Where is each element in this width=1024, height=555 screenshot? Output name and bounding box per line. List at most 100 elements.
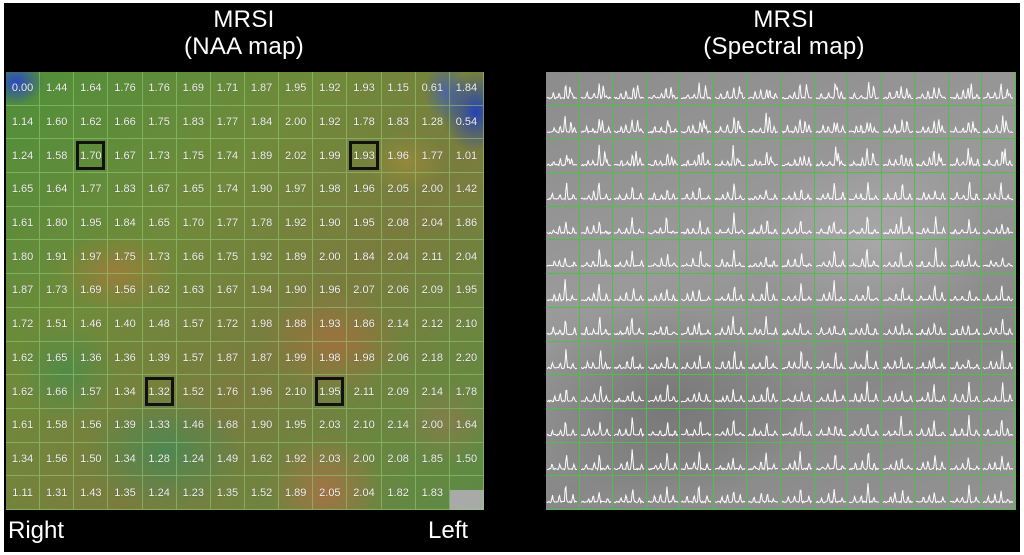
spectral-map-image <box>546 72 1016 510</box>
voxel-value: 2.00 <box>415 173 450 207</box>
spectrum-trace <box>546 279 578 303</box>
spectrum-cell <box>982 442 1016 477</box>
spectrum-line <box>748 386 779 403</box>
spectrum-trace <box>949 485 981 504</box>
spectrum-trace <box>714 389 746 403</box>
spectrum-line <box>580 421 611 437</box>
spectrum-trace <box>546 221 578 235</box>
spectrum-line <box>613 85 645 100</box>
spectrum-line <box>882 356 914 370</box>
spectrum-line <box>647 486 679 504</box>
spectrum-trace <box>714 86 746 100</box>
voxel-value: 2.06 <box>381 341 416 376</box>
voxel-value: 1.86 <box>347 307 382 342</box>
spectrum-line <box>983 115 1014 134</box>
spectrum-trace <box>949 120 981 134</box>
voxel-value: 2.11 <box>415 240 450 275</box>
naa-map-image: 0.00 1.44 1.64 1.76 1.76 1.69 1.71 1.87 1.95 1.92… <box>6 72 484 510</box>
voxel-value: 1.77 <box>210 206 245 241</box>
spectrum-line <box>714 316 745 336</box>
spectrum-line <box>614 119 645 134</box>
voxel-value: 2.10 <box>279 375 314 409</box>
spectrum-line <box>546 454 578 471</box>
voxel-value: 1.95 <box>279 72 314 106</box>
spectrum-cell <box>881 105 916 140</box>
spectrum-trace <box>882 390 913 403</box>
spectrum-cell <box>646 307 681 342</box>
spectrum-trace <box>681 421 712 437</box>
voxel-value: 2.04 <box>347 476 382 510</box>
highlighted-voxel-value: 1.93 <box>347 139 382 174</box>
spectrum-cell <box>848 341 882 376</box>
spectrum-trace <box>546 348 578 369</box>
spectrum-trace <box>781 490 812 505</box>
spectrum-line <box>848 381 880 404</box>
voxel-value: 1.92 <box>279 206 314 241</box>
spectrum-line <box>647 154 678 168</box>
voxel-value: 1.62 <box>6 375 41 409</box>
voxel-value: 1.85 <box>415 442 450 477</box>
spectrum-cell <box>848 274 882 308</box>
spectrum-trace <box>681 289 712 302</box>
spectrum-cell <box>915 139 949 174</box>
spectrum-trace <box>882 184 913 201</box>
spectrum-line <box>613 355 645 370</box>
spectrum-line <box>815 280 846 302</box>
spectrum-cell <box>848 476 882 510</box>
spectrum-line <box>781 450 813 471</box>
spectrum-line <box>949 358 981 370</box>
spectrum-cell <box>948 206 983 241</box>
voxel-value: 1.40 <box>108 307 143 342</box>
spectrum-trace <box>781 391 813 403</box>
voxel-value: 1.66 <box>108 105 143 140</box>
spectrum-line <box>681 421 712 437</box>
spectrum-trace <box>647 289 678 302</box>
spectrum-line <box>580 492 611 505</box>
spectrum-cell <box>613 72 647 106</box>
spectrum-trace <box>580 421 611 437</box>
spectrum-trace <box>815 82 846 100</box>
spectrum-line <box>748 493 779 504</box>
spectrum-line <box>848 216 880 235</box>
voxel-value: 1.34 <box>108 442 143 477</box>
spectrum-cell <box>747 442 781 477</box>
spectrum-trace <box>748 220 779 235</box>
voxel-value: 1.72 <box>6 307 41 342</box>
spectrum-line <box>983 350 1014 370</box>
spectrum-cell <box>948 240 983 275</box>
spectrum-cell <box>982 408 1016 443</box>
spectrum-cell <box>982 105 1016 140</box>
spectrum-trace <box>613 317 645 336</box>
spectrum-trace <box>882 415 913 437</box>
voxel-value: 1.42 <box>449 173 484 207</box>
naa-value-grid: 0.00 1.44 1.64 1.76 1.76 1.69 1.71 1.87 1.95 1.92… <box>6 72 484 510</box>
spectrum-line <box>882 287 914 302</box>
spectrum-cell <box>579 375 614 409</box>
spectrum-trace <box>848 349 880 370</box>
spectrum-trace <box>949 414 981 438</box>
spectrum-cell <box>680 139 714 174</box>
spectrum-cell <box>781 341 815 376</box>
spectrum-trace <box>681 354 712 370</box>
voxel-value: 1.15 <box>381 72 416 106</box>
spectrum-trace <box>815 146 846 168</box>
spectrum-cell <box>814 442 849 477</box>
spectrum-line <box>916 384 947 403</box>
spectrum-line <box>647 325 678 336</box>
spectrum-cell <box>680 105 714 140</box>
spectrum-cell <box>881 274 916 308</box>
spectrum-cell <box>948 274 983 308</box>
spectrum-line <box>949 181 981 201</box>
voxel-value: 1.60 <box>40 105 75 140</box>
spectrum-cell <box>680 274 714 308</box>
spectrum-trace <box>781 420 813 437</box>
voxel-value: 1.87 <box>210 341 245 376</box>
spectrum-cell <box>579 274 614 308</box>
spectrum-line <box>781 322 813 336</box>
spectrum-line <box>849 148 880 168</box>
voxel-value: 2.04 <box>449 240 484 275</box>
spectrum-line <box>815 220 846 235</box>
spectrum-trace <box>882 252 914 268</box>
spectrum-trace <box>580 349 611 370</box>
spectrum-trace <box>815 352 846 370</box>
